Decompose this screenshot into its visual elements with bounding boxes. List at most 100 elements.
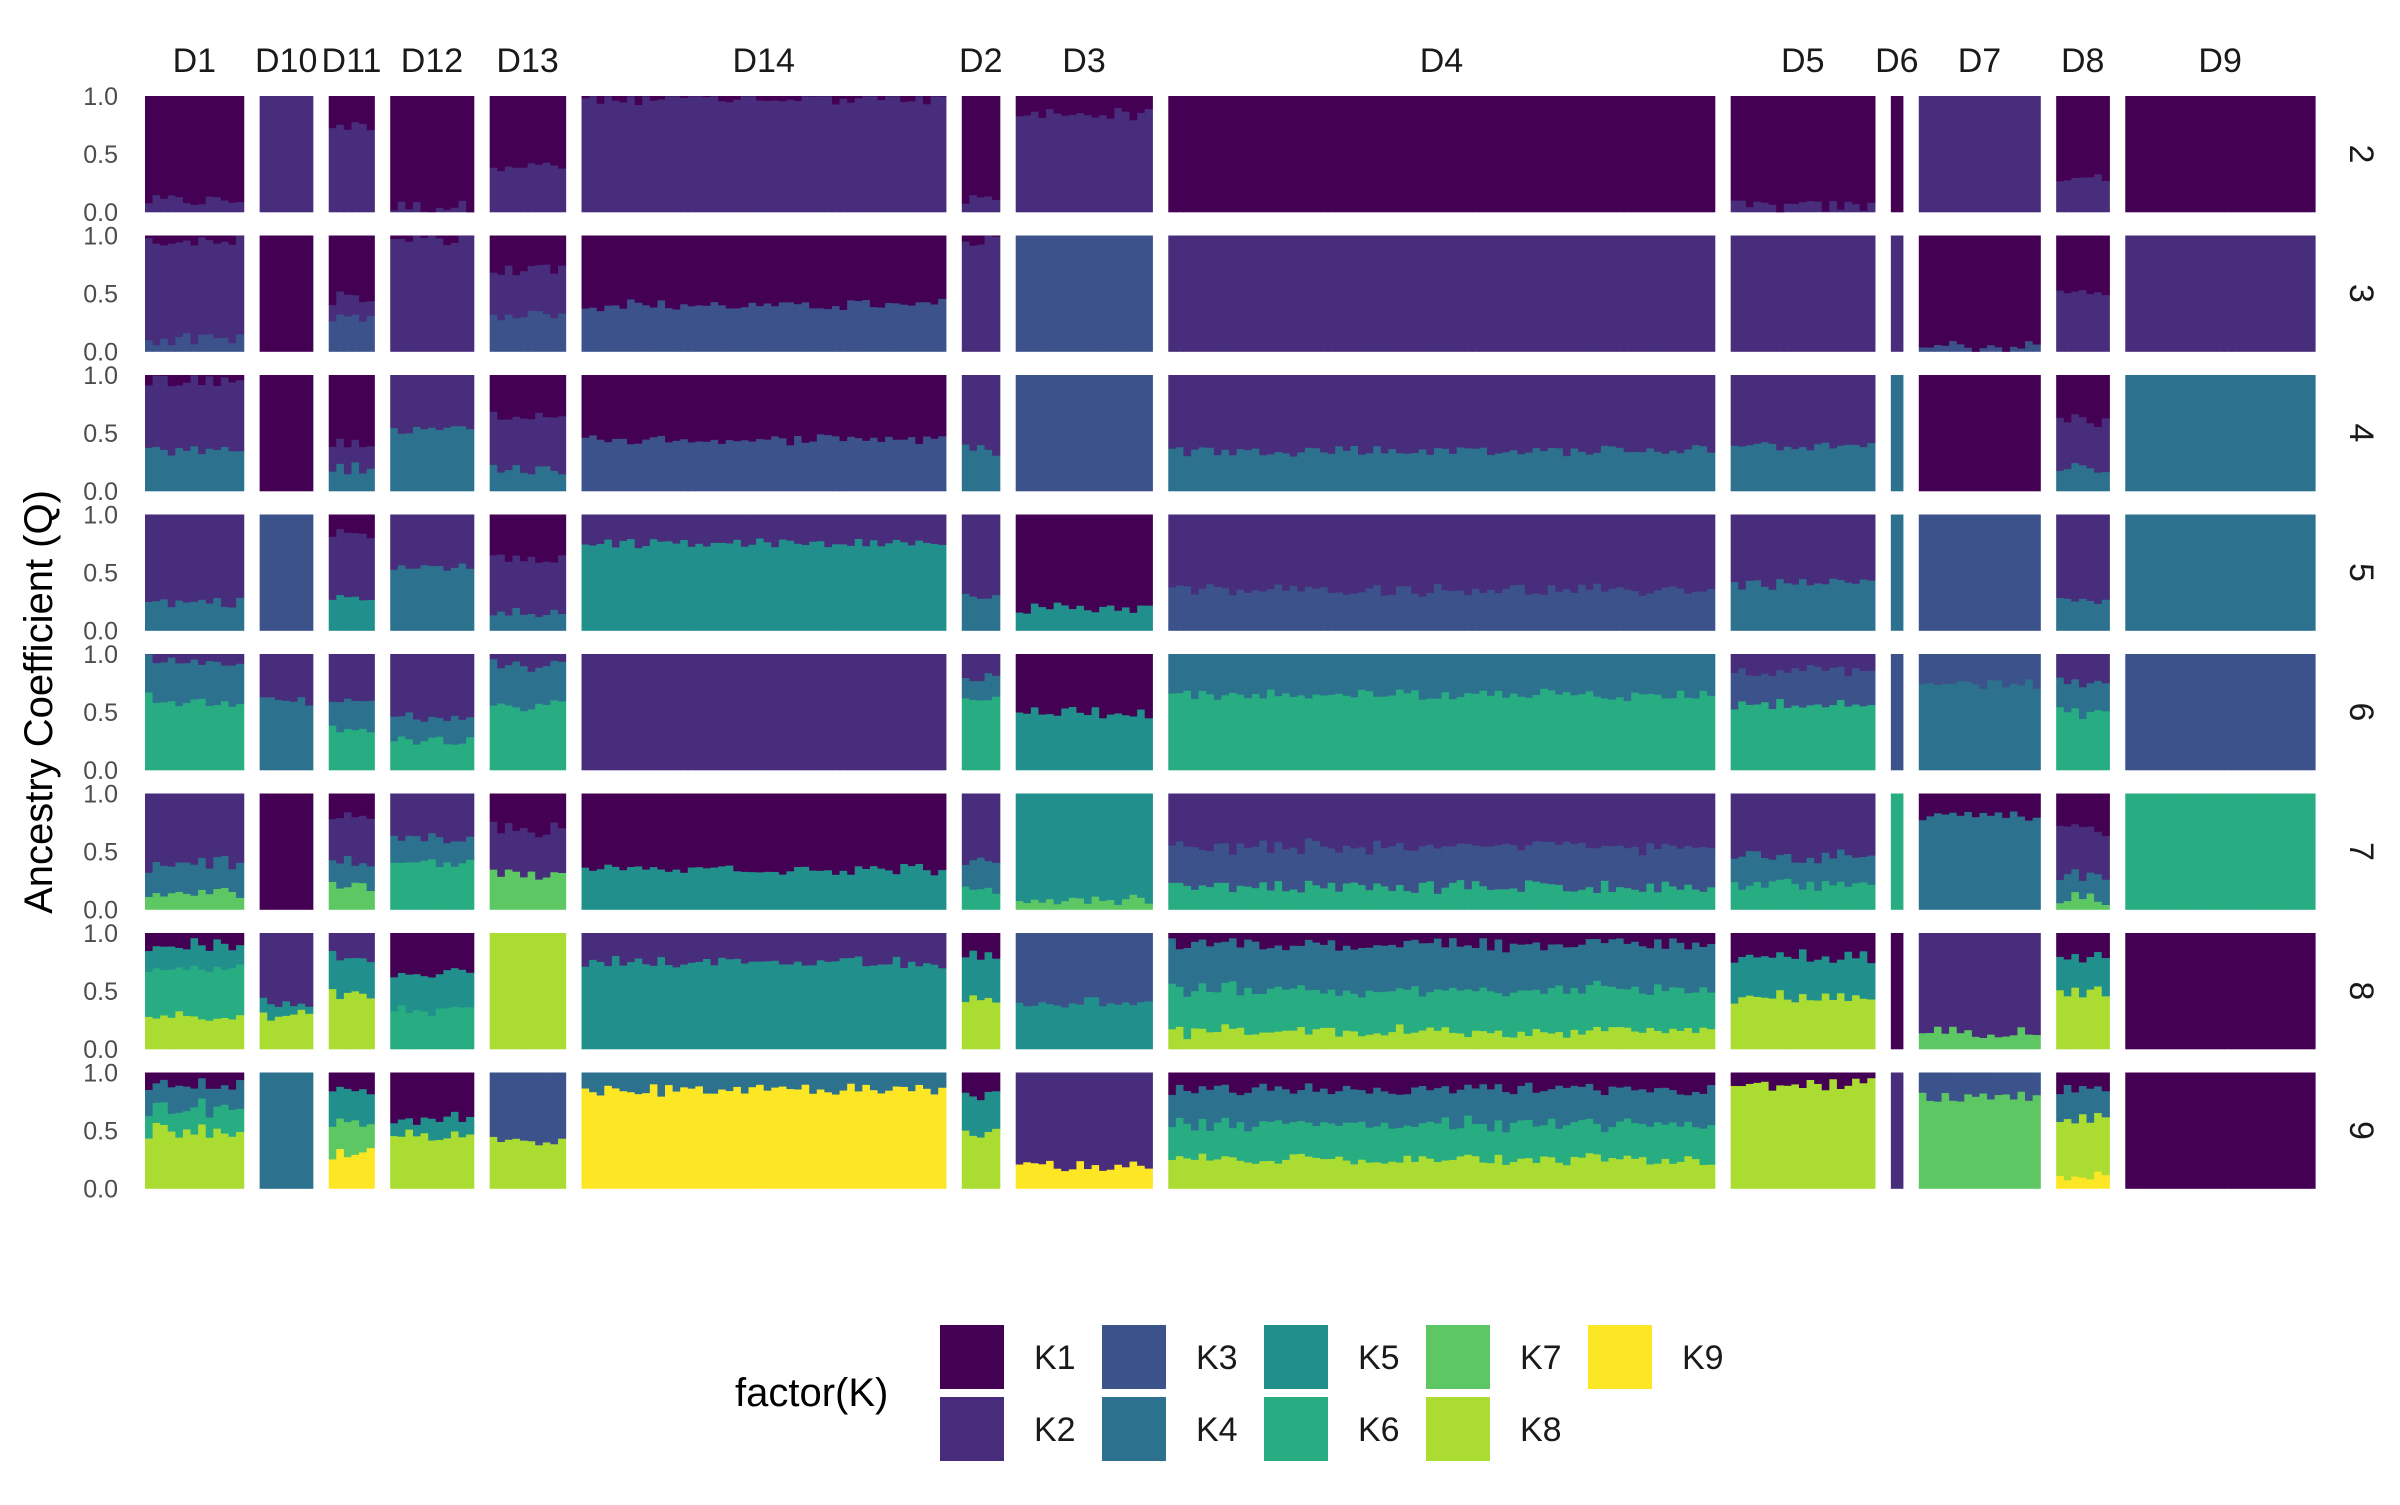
bar-segment-d14-k8-k5 [582,966,590,1049]
bar-segment-d12-k3-k2 [405,242,413,352]
bar-segment-d4-k2-k1 [1168,96,1176,212]
bar-segment-d2-k7-k6 [985,888,993,910]
bar-segment-d4-k7-k2 [1214,794,1222,844]
bar-segment-d13-k8-k8 [505,933,513,1049]
y-tick-label: 1.0 [83,781,118,809]
bar-segment-d13-k8-k8 [512,933,520,1049]
bar-segment-d1-k2-k1 [228,96,236,203]
bar-segment-d3-k9-k9 [1038,1164,1046,1189]
bar-segment-d14-k4-k1 [764,375,772,440]
bar-segment-d3-k5-k1 [1076,515,1084,606]
bar-segment-d14-k5-k5 [893,540,901,631]
bar-segment-d13-k8-k8 [543,933,551,1049]
bar-segment-d11-k8-k5 [336,960,344,999]
bar-segment-d1-k8-k5 [221,944,229,970]
bar-segment-d14-k3-k3 [673,309,681,352]
bar-segment-d1-k6-k6 [153,702,161,770]
bar-segment-d10-k6-k2 [305,654,313,706]
bar-segment-d4-k9-k4 [1259,1083,1267,1121]
bar-segment-d4-k2-k1 [1646,96,1654,212]
bar-segment-d11-k7-k4 [336,863,344,888]
bar-segment-d2-k8-k5 [977,959,985,1000]
bar-segment-d11-k8-k8 [329,989,337,1050]
bar-segment-d3-k3-k3 [1114,236,1122,352]
bar-segment-d11-k7-k7 [351,882,359,909]
bar-segment-d4-k9-k4 [1707,1085,1715,1125]
bar-segment-d12-k9-k1 [443,1073,451,1117]
bar-segment-d14-k3-k1 [688,236,696,307]
bar-segment-d9-k2-k1 [2254,96,2262,212]
bar-segment-d14-k3-k1 [627,236,635,300]
bar-segment-d1-k8-k8 [228,1019,236,1049]
bar-segment-d2-k4-k4 [969,450,977,491]
bar-segment-d4-k9-k4 [1275,1086,1283,1120]
bar-segment-d4-k8-k6 [1366,990,1374,1034]
bar-segment-d4-k9-k4 [1183,1091,1191,1124]
bar-segment-d4-k6-k6 [1206,694,1214,770]
bar-segment-d4-k3-k2 [1707,236,1715,352]
bar-segment-d1-k8-k8 [221,1018,229,1050]
bar-segment-d13-k3-k3 [528,311,536,352]
bar-segment-d4-k7-k2 [1692,794,1700,848]
bar-segment-d14-k9-k4 [741,1073,749,1094]
bar-segment-d8-k4-k4 [2102,472,2110,491]
bar-segment-d4-k6-k4 [1358,654,1366,690]
bar-segment-d13-k3-k3 [512,318,520,352]
bar-segment-d5-k5-k2 [1731,515,1739,583]
bar-segment-d12-k8-k5 [428,977,436,1016]
bar-segment-d3-k4-k3 [1114,375,1122,491]
bar-segment-d4-k5-k2 [1252,515,1260,591]
bar-segment-d4-k9-k1 [1168,1073,1176,1095]
bar-segment-d10-k7-k1 [260,794,268,910]
bar-segment-d5-k5-k2 [1753,515,1761,581]
bar-segment-d4-k9-k1 [1214,1073,1222,1086]
bar-segment-d13-k8-k8 [535,933,543,1049]
bar-segment-d7-k4-k1 [2002,375,2010,491]
bar-segment-d4-k6-k6 [1449,699,1457,770]
bar-segment-d4-k8-k1 [1563,933,1571,947]
bar-segment-d2-k2-k1 [969,96,977,195]
bar-segment-d1-k9-k4 [191,1088,199,1107]
bar-segment-d4-k3-k2 [1639,236,1647,352]
bar-segment-d5-k2-k1 [1761,96,1769,203]
bar-segment-d14-k8-k5 [665,965,673,1050]
bar-segment-d12-k7-k6 [413,862,421,910]
bar-segment-d11-k2-k2 [329,128,337,212]
bar-segment-d4-k5-k2 [1639,515,1647,596]
bar-segment-d7-k4-k1 [1995,375,2003,491]
bar-segment-d3-k5-k1 [1130,515,1138,613]
bar-segment-d5-k6-k2 [1738,654,1746,668]
bar-segment-d14-k4-k1 [786,375,794,445]
bar-segment-d1-k6-k4 [160,662,168,702]
bar-segment-d4-k2-k1 [1252,96,1260,212]
bar-segment-d11-k4-k2 [329,446,337,471]
bar-segment-d1-k9-k4 [198,1078,206,1098]
bar-segment-d4-k4-k2 [1358,375,1366,455]
bar-segment-d7-k6-k4 [1964,681,1972,770]
bar-segment-d1-k3-k2 [206,240,214,335]
bar-segment-d1-k2-k1 [198,96,206,204]
bar-segment-d6-k3-k2 [1891,236,1904,352]
bar-segment-d3-k9-k9 [1031,1163,1039,1189]
bar-segment-d4-k7-k6 [1669,886,1677,910]
bar-segment-d13-k7-k1 [550,794,558,823]
bar-segment-d4-k9-k1 [1176,1073,1184,1085]
bar-segment-d5-k6-k6 [1784,708,1792,771]
bar-segment-d8-k7-k7 [2056,903,2064,910]
bar-segment-d5-k8-k5 [1731,962,1739,1003]
bar-segment-d4-k9-k6 [1191,1130,1199,1160]
y-tick-label: 1.0 [83,1060,118,1088]
bar-segment-d5-k7-k4 [1769,859,1777,881]
bar-segment-d12-k6-k4 [466,717,474,737]
bar-segment-d14-k5-k2 [771,515,779,548]
bar-segment-d4-k6-k4 [1419,654,1427,700]
bar-segment-d3-k7-k5 [1107,794,1115,901]
bar-segment-d4-k7-k3 [1328,848,1336,883]
bar-segment-d1-k9-k8 [175,1137,183,1188]
bar-segment-d14-k8-k5 [642,964,650,1049]
bar-segment-d7-k8-k2 [1987,933,1995,1035]
bar-segment-d2-k3-k1 [992,236,1000,237]
bar-segment-d14-k9-k9 [635,1094,643,1189]
bar-segment-d7-k3-k3 [1995,347,2003,352]
